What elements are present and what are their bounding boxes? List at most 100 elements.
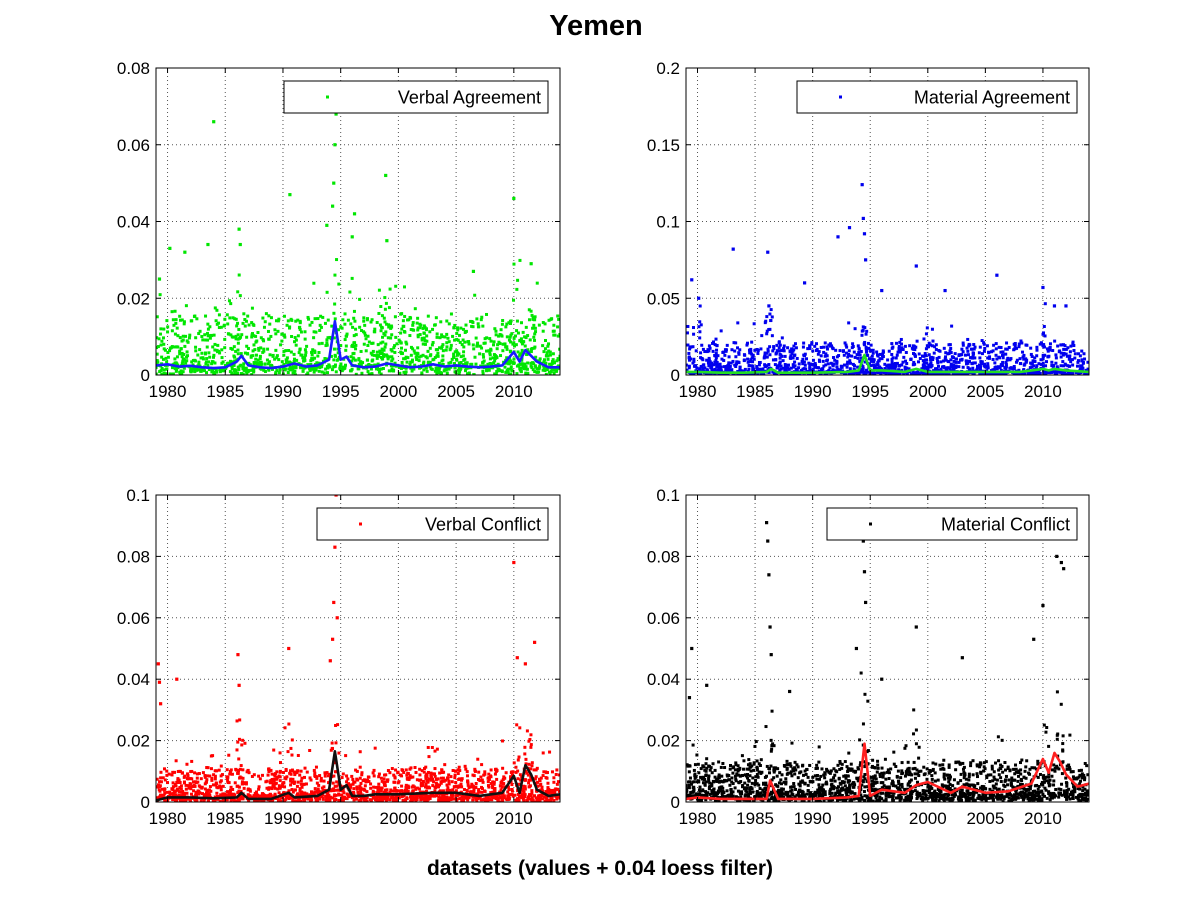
data-point [217,349,221,353]
data-point [386,336,390,340]
data-point [994,353,998,357]
data-point [888,365,892,369]
data-point [1076,359,1080,363]
data-point [287,348,291,352]
data-point [887,372,891,375]
data-point [751,360,755,364]
data-point [520,358,524,362]
data-point [314,330,318,334]
data-point [476,341,480,345]
data-point [306,363,310,367]
data-point [548,362,552,366]
data-point [954,365,958,369]
data-point [538,793,542,797]
data-point [730,348,734,352]
data-point [957,365,961,369]
data-point [354,797,358,801]
data-point [156,336,159,340]
data-point [491,780,495,784]
data-point [719,365,723,369]
data-point [377,370,381,374]
data-point [437,795,441,799]
data-point [402,324,406,328]
data-point [207,351,211,355]
data-point [428,354,432,358]
data-point [404,798,408,802]
data-point [735,360,739,364]
data-point [236,740,240,744]
data-point [424,366,428,370]
data-point [213,799,217,802]
data-point [506,370,510,374]
data-point [519,366,523,370]
data-point [931,339,935,343]
data-point [175,355,179,359]
data-point [181,370,185,374]
data-point-outlier [212,120,216,124]
data-point [208,355,212,359]
data-point [486,776,490,780]
data-point [194,336,198,340]
data-point [987,356,991,360]
data-point [298,787,302,791]
data-point [482,797,486,801]
data-point [471,784,475,788]
data-point [471,343,475,347]
data-point [719,329,723,333]
data-point [510,368,514,372]
data-point [909,372,913,375]
data-point [293,788,297,792]
data-point [973,356,977,360]
data-point [445,319,449,323]
data-point [254,361,258,365]
data-point [303,348,307,352]
data-point [467,342,471,346]
data-point [701,368,705,372]
data-point [918,791,922,795]
data-point [350,796,354,800]
data-point [380,779,384,783]
data-point [323,321,327,325]
data-point [999,368,1003,372]
data-point [978,367,982,371]
data-point [548,350,552,354]
data-point [299,792,303,796]
data-point [519,337,523,341]
data-point [372,774,376,778]
data-point [301,369,305,373]
data-point-outlier [183,250,187,254]
data-point [487,772,491,776]
data-point [425,334,429,338]
data-point [713,343,717,347]
data-point [424,776,428,780]
data-point [973,361,977,365]
data-point [708,360,712,364]
data-point [183,344,187,348]
data-point [388,790,392,794]
data-point [181,360,185,364]
data-point [355,777,359,781]
data-point [982,349,986,353]
data-point [533,370,537,374]
data-point [311,348,315,352]
data-point [503,342,507,346]
data-point [370,341,374,345]
data-point [291,367,295,371]
data-point [979,372,983,375]
data-point [715,343,719,347]
data-point [165,790,169,794]
legend-box [316,507,549,541]
data-point [519,321,523,325]
data-point [715,348,719,352]
data-point [1039,358,1043,362]
data-point [239,764,243,768]
data-point [246,793,250,797]
data-point [1066,372,1070,375]
data-point [274,370,278,374]
data-point [791,349,795,353]
data-point [489,781,493,785]
data-point [471,320,475,324]
data-point [363,323,367,327]
data-point [358,765,362,769]
data-point [320,786,324,790]
